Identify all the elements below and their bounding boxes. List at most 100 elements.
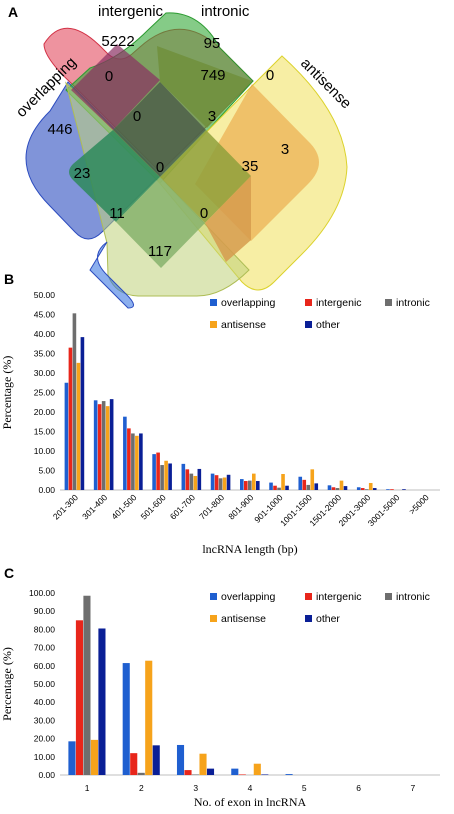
bar-antisense [164,460,168,490]
panel-c-label: C [4,565,14,581]
y-tick-label: 10.00 [34,752,56,762]
bar-antisense [135,435,139,490]
legend-swatch-overlapping [210,299,217,306]
bar-overlapping [93,400,98,490]
panel-b-label: B [4,271,14,287]
venn-region-value: 117 [148,243,172,260]
bar-intronic [101,401,106,490]
x-tick-label: 3 [193,783,198,793]
bar-antisense [222,477,227,490]
bar-intergenic [184,770,192,775]
venn-lower-right-overlap [205,176,251,262]
x-tick-label: 7 [410,783,415,793]
y-tick-label: 35.00 [34,349,56,359]
exon-count-chart: 0.00 10.00 20.00 30.00 40.00 50.00 60.00 70.00 8… [0,588,440,809]
legend-label-antisense: antisense [221,319,266,331]
bar-intronic [306,484,311,490]
venn-region-value: 0 [266,67,274,84]
bar-other [109,399,114,490]
venn-region-value: 5222 [101,33,134,50]
y-tick-label: 0.00 [38,485,55,495]
bar-overlapping [231,768,239,775]
bar-intronic [131,433,135,490]
bar-other [314,483,319,490]
y-tick-label: 50.00 [34,679,56,689]
bar-overlapping [298,476,303,490]
y-tick-label: 5.00 [38,466,55,476]
length-distribution-chart: 0.00 5.00 10.00 15.00 20.00 25.00 30.00 35.00 40… [0,290,440,556]
x-axis-title: lncRNA length (bp) [202,542,297,556]
bar-intronic [72,313,77,490]
bar-other [372,488,377,490]
bar-antisense [252,473,256,490]
bar-overlapping [152,454,156,490]
bar-intergenic [331,487,336,490]
bar-antisense [253,763,261,775]
bar-intergenic [360,488,365,490]
bar-other [197,468,202,490]
venn-label-intergenic: intergenic [98,3,164,20]
bar-other [152,745,160,775]
bar-intergenic [97,404,102,490]
x-tick-label: 801-900 [226,492,255,521]
legend-label-antisense: antisense [221,613,266,625]
bar-overlapping [356,487,361,490]
bar-other [226,474,231,490]
bar-intronic [248,480,252,490]
legend-label-overlapping: overlapping [221,297,275,309]
bar-other [402,489,406,490]
y-tick-label: 0.00 [38,770,55,780]
bar-other [256,481,260,490]
y-tick-label: 20.00 [34,407,56,417]
y-tick-label: 30.00 [34,368,56,378]
bar-intronic [83,595,91,775]
x-tick-label: 3001-5000 [366,492,402,528]
bar-intronic [364,489,369,490]
venn-region-value: 0 [200,205,208,222]
legend-swatch-intergenic [305,299,312,306]
y-tick-label: 70.00 [34,643,56,653]
venn-region-value: 23 [74,165,91,182]
bar-intronic [191,774,200,775]
y-tick-label: 90.00 [34,606,56,616]
y-tick-label: 40.00 [34,329,56,339]
venn-region-value: 11 [109,205,125,222]
bar-antisense [368,482,373,490]
venn-region-value: 0 [105,68,113,85]
venn-overlapping-intergenic-overlap [71,44,160,130]
bar-overlapping [285,774,293,775]
legend-swatch-intronic [385,593,392,600]
y-tick-label: 25.00 [34,388,56,398]
legend-label-intergenic: intergenic [316,591,362,603]
y-tick-label: 60.00 [34,661,56,671]
bar-overlapping [122,663,130,775]
bar-intergenic [68,347,73,490]
bar-other [80,337,85,490]
bar-intergenic [214,475,219,490]
venn-region-value: 3 [281,141,289,158]
x-tick-label: 4 [248,783,253,793]
x-tick-label: 5 [302,783,307,793]
legend-swatch-intronic [385,299,392,306]
x-tick-label: 1 [85,783,90,793]
bar-other [98,628,106,775]
x-tick-label: 401-500 [109,492,138,521]
bar-overlapping [176,744,185,775]
venn-label-intronic: intronic [201,3,250,20]
x-tick-label: 701-800 [197,492,226,521]
bar-overlapping [240,479,244,490]
y-tick-label: 20.00 [34,734,56,744]
venn-region-value: 0 [156,159,164,176]
bar-other [168,463,172,490]
legend-label-overlapping: overlapping [221,591,275,603]
legend-swatch-other [305,615,312,622]
bar-other [261,774,269,775]
bar-intergenic [302,479,307,490]
x-axis-title: No. of exon in lncRNA [194,795,307,809]
y-tick-label: 30.00 [34,715,56,725]
legend-label-intergenic: intergenic [316,297,362,309]
panel-a-label: A [8,4,18,20]
bar-overlapping [68,741,76,775]
bar-antisense [310,469,315,490]
